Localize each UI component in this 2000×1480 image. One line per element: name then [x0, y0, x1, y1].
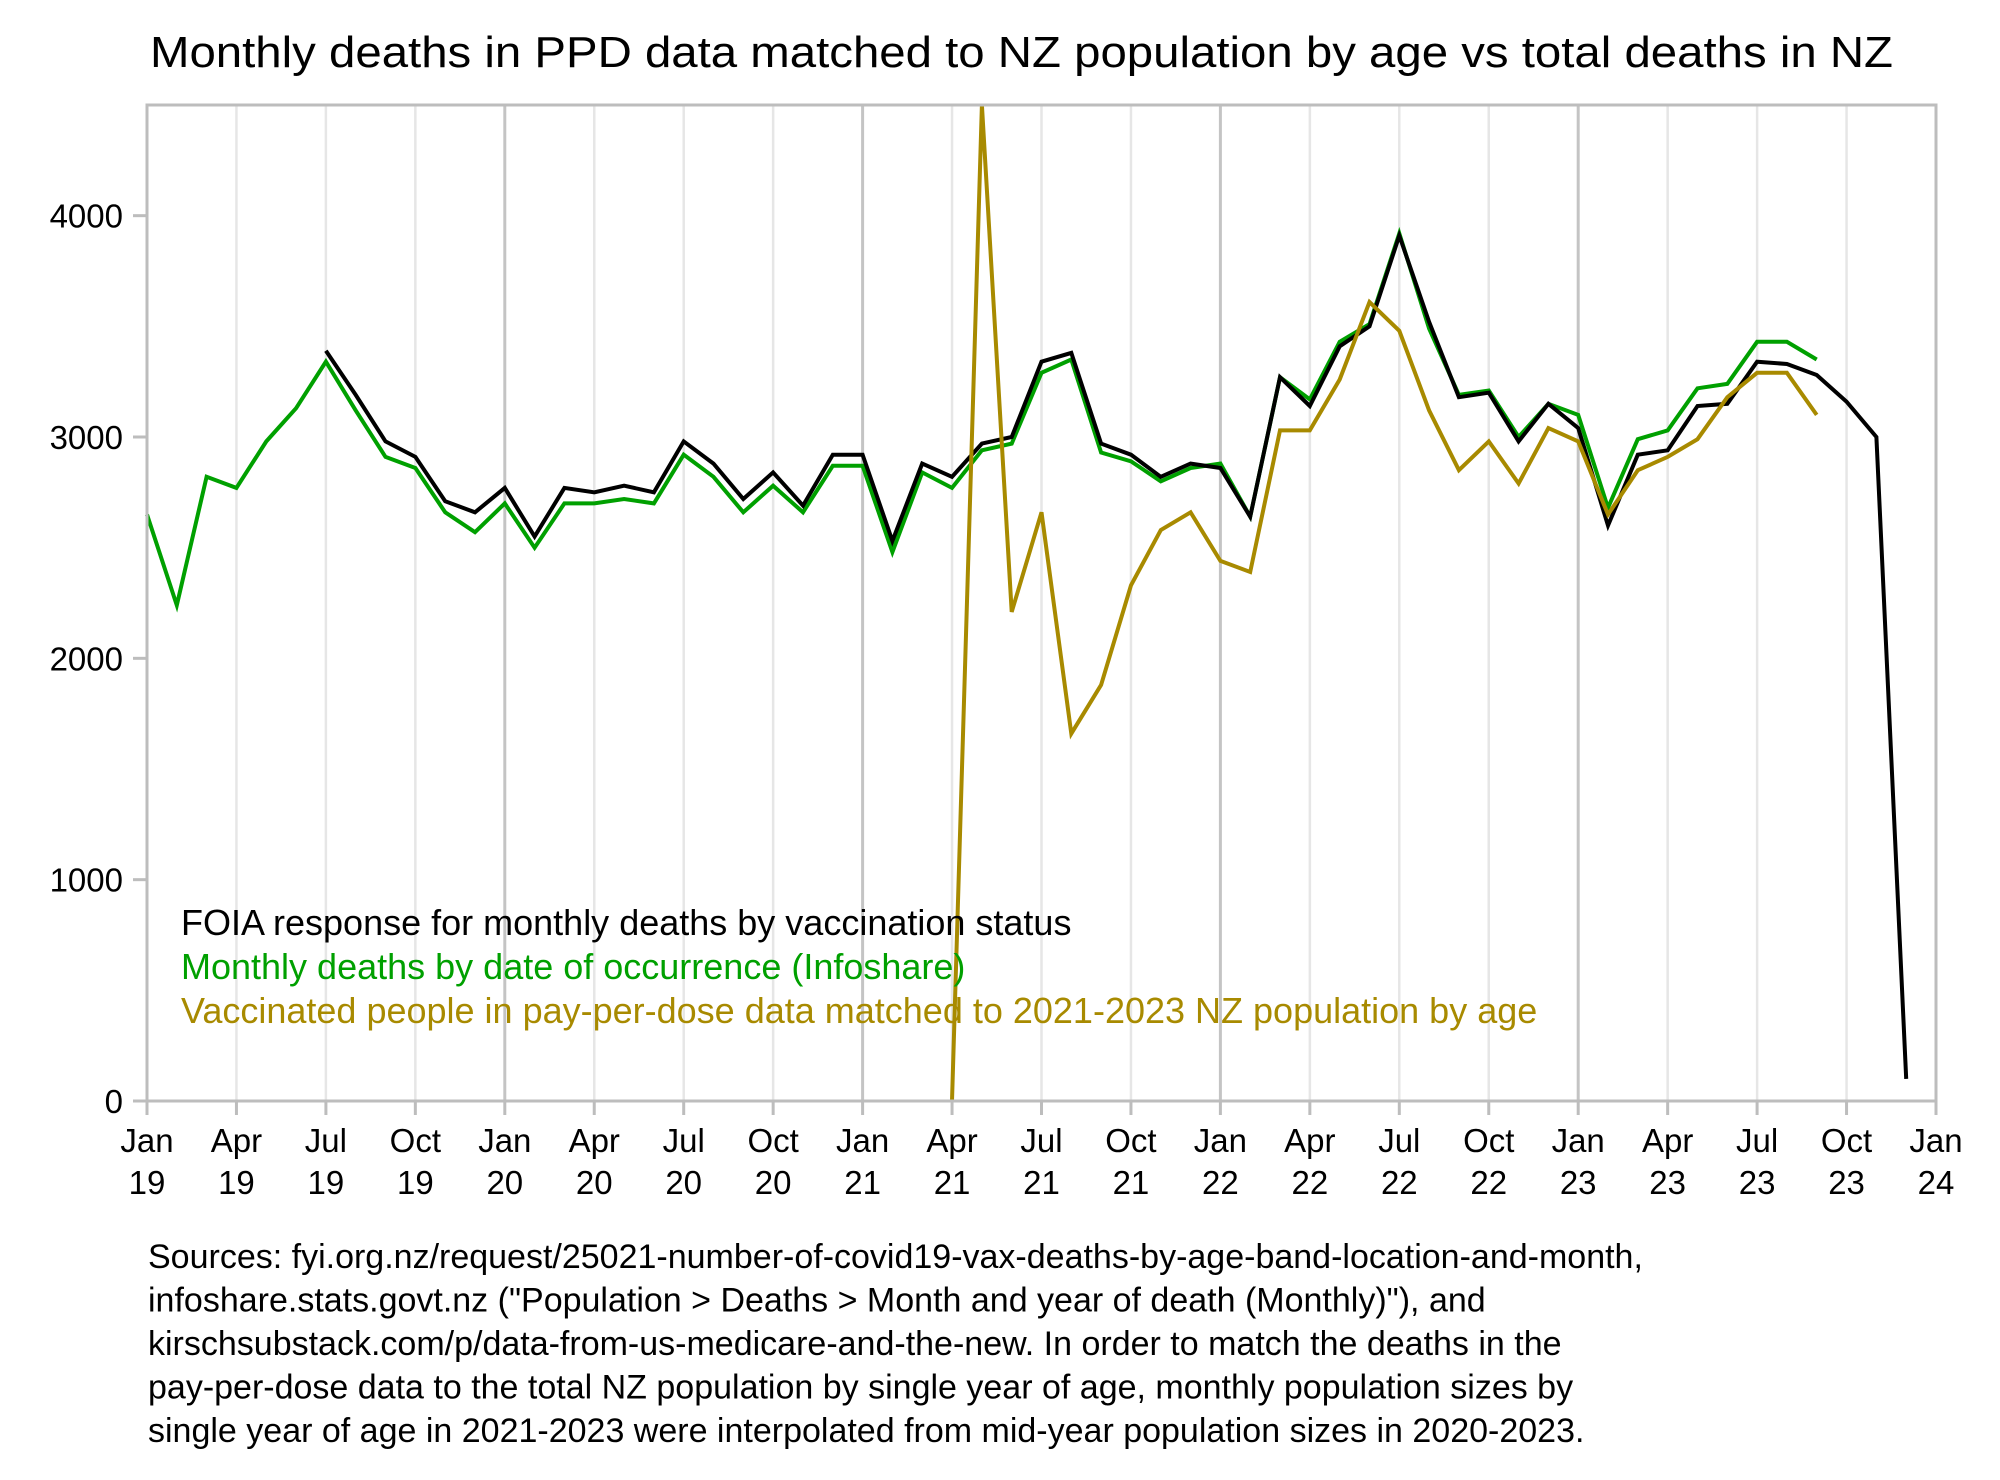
x-tick-label-month: Apr	[1642, 1122, 1693, 1159]
x-tick-label-year: 20	[755, 1164, 792, 1201]
legend: FOIA response for monthly deaths by vacc…	[181, 902, 1537, 1031]
x-tick-label-year: 21	[1023, 1164, 1060, 1201]
series-line-0	[324, 229, 1909, 1079]
x-tick-label-year: 23	[1649, 1164, 1686, 1201]
x-tick-label-year: 22	[1202, 1164, 1239, 1201]
x-tick-label-year: 23	[1739, 1164, 1776, 1201]
x-tick-label-month: Jul	[663, 1122, 705, 1159]
x-tick-label-month: Oct	[1821, 1122, 1872, 1159]
x-tick-label-year: 20	[576, 1164, 613, 1201]
x-tick-label-year: 21	[934, 1164, 971, 1201]
x-tick-label-month: Jan	[1552, 1122, 1605, 1159]
y-tick-label: 2000	[50, 640, 123, 677]
x-tick-label-year: 19	[218, 1164, 255, 1201]
x-tick-label-month: Jan	[1909, 1122, 1962, 1159]
x-tick-label-month: Apr	[1284, 1122, 1335, 1159]
x-tick-label-year: 24	[1918, 1164, 1955, 1201]
x-tick-label-year: 20	[486, 1164, 523, 1201]
x-tick-label-year: 22	[1381, 1164, 1418, 1201]
x-tick-label-year: 20	[665, 1164, 702, 1201]
x-tick-label-year: 21	[1113, 1164, 1150, 1201]
x-tick-label-year: 22	[1470, 1164, 1507, 1201]
x-tick-label-month: Apr	[569, 1122, 620, 1159]
x-tick-label-month: Oct	[747, 1122, 798, 1159]
x-tick-label-month: Oct	[390, 1122, 441, 1159]
x-tick-label-year: 23	[1560, 1164, 1597, 1201]
sources-note: Sources: fyi.org.nz/request/25021-number…	[148, 1238, 1643, 1450]
sources-line: pay-per-dose data to the total NZ popula…	[148, 1369, 1573, 1407]
grid	[145, 105, 1938, 1101]
x-tick-label-month: Jul	[1736, 1122, 1778, 1159]
y-tick-label: 0	[105, 1083, 123, 1120]
x-tick-label-month: Oct	[1463, 1122, 1514, 1159]
y-tick-label: 4000	[50, 198, 123, 235]
x-tick-label-year: 23	[1828, 1164, 1865, 1201]
legend-entry: Vaccinated people in pay-per-dose data m…	[181, 990, 1537, 1031]
x-tick-label-year: 19	[129, 1164, 166, 1201]
sources-line: single year of age in 2021-2023 were int…	[148, 1412, 1584, 1450]
x-tick-label-month: Jan	[836, 1122, 889, 1159]
chart-title: Monthly deaths in PPD data matched to NZ…	[150, 28, 1893, 77]
sources-line: infoshare.stats.govt.nz ("Population > D…	[148, 1282, 1486, 1320]
x-tick-label-year: 19	[397, 1164, 434, 1201]
y-tick-label: 1000	[50, 862, 123, 899]
x-tick-label-month: Jul	[305, 1122, 347, 1159]
legend-entry: Monthly deaths by date of occurrence (In…	[181, 946, 965, 987]
x-tick-label-month: Jan	[478, 1122, 531, 1159]
sources-line: Sources: fyi.org.nz/request/25021-number…	[148, 1238, 1643, 1276]
x-tick-label-month: Jul	[1020, 1122, 1062, 1159]
x-tick-label-month: Jan	[1194, 1122, 1247, 1159]
y-tick-label: 3000	[50, 419, 123, 456]
x-tick-label-month: Apr	[926, 1122, 977, 1159]
x-tick-label-month: Jul	[1378, 1122, 1420, 1159]
axes: Jan 19 Apr 19 Jul 19 Oct 19 Jan 20 Apr 20 Jul 20 Oct 20…	[50, 198, 1963, 1201]
legend-entry: FOIA response for monthly deaths by vacc…	[181, 902, 1071, 943]
sources-line: kirschsubstack.com/p/data-from-us-medica…	[148, 1325, 1562, 1363]
x-tick-label-year: 22	[1291, 1164, 1328, 1201]
x-tick-label-year: 19	[308, 1164, 345, 1201]
x-tick-label-month: Oct	[1105, 1122, 1156, 1159]
x-tick-label-month: Apr	[211, 1122, 262, 1159]
x-tick-label-month: Jan	[120, 1122, 173, 1159]
series-line-2	[950, 104, 1819, 1102]
x-tick-label-year: 21	[844, 1164, 881, 1201]
series-layer	[145, 104, 1909, 1102]
